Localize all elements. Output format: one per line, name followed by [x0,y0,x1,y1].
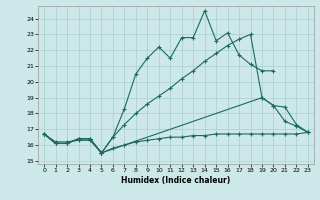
X-axis label: Humidex (Indice chaleur): Humidex (Indice chaleur) [121,176,231,185]
